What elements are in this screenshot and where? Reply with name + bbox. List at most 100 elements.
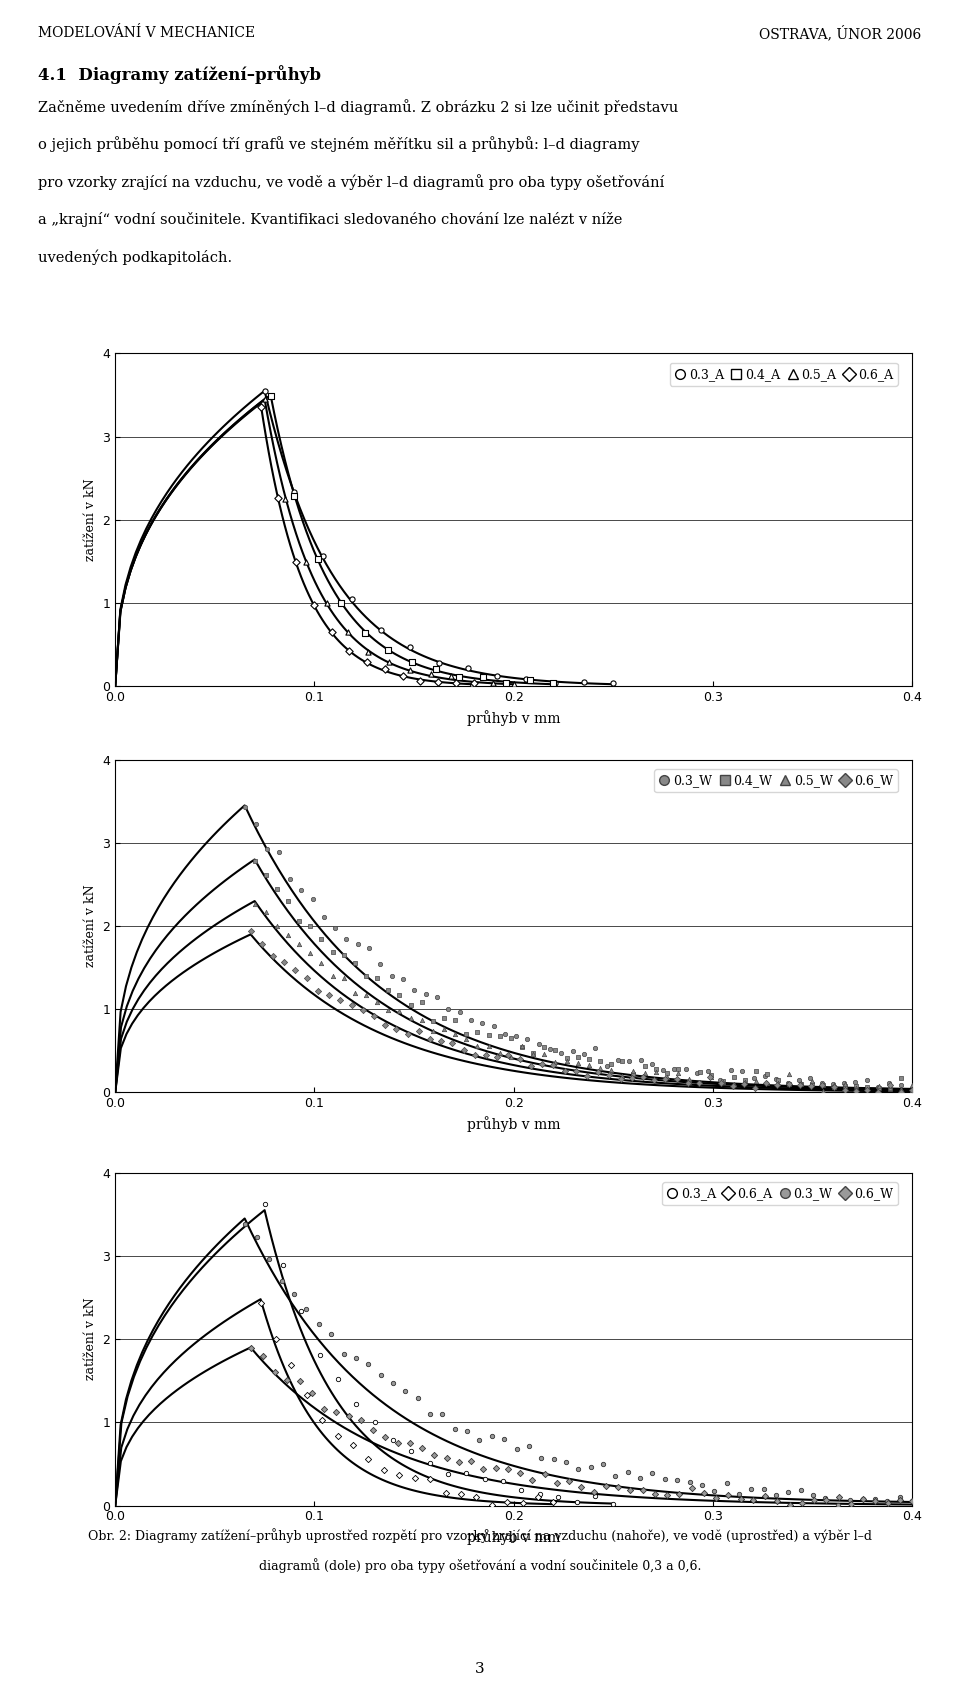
Point [708,1483,724,1511]
Point [299,1296,314,1323]
Point [684,1475,699,1502]
Point [548,1036,564,1063]
Point [636,1063,651,1091]
Point [726,1070,741,1098]
Point [871,1074,886,1101]
Point [495,1466,511,1494]
Point [344,992,359,1019]
Point [636,1058,652,1086]
Point [758,1069,774,1096]
Point [703,1063,718,1091]
Point [692,1069,708,1096]
Text: 3: 3 [475,1663,485,1676]
Point [361,1350,376,1378]
Point [247,889,262,917]
Point [485,669,500,696]
Point [384,963,399,990]
Point [460,1417,475,1444]
Point [249,811,264,838]
Point [545,669,561,696]
Point [361,638,376,666]
Point [468,1483,484,1511]
Point [715,1069,731,1096]
Point [781,1492,797,1519]
Point [381,649,396,676]
Point [451,1449,467,1477]
Point [791,1067,806,1094]
Point [336,941,351,968]
Point [545,1489,561,1516]
Point [385,1369,400,1396]
Point [781,1070,797,1098]
Point [294,877,309,905]
Point [276,949,292,976]
Point [490,1043,505,1070]
Point [381,976,396,1004]
Point [523,1053,539,1081]
Point [530,1483,545,1511]
Point [481,1022,496,1050]
Point [682,1069,697,1096]
Point [460,655,475,683]
Point [269,1325,284,1352]
Point [348,949,363,976]
Point [611,1046,626,1074]
Point [804,1070,820,1098]
Point [468,1041,483,1069]
Point [658,1466,673,1494]
Point [292,908,307,935]
Point [474,1009,490,1036]
Point [402,1429,418,1456]
Point [515,1033,530,1060]
Point [268,1359,283,1386]
Point [324,963,340,990]
Point [882,1070,898,1098]
Point [237,1210,252,1238]
Point [305,886,321,913]
Point [599,1053,614,1081]
Point [745,1485,760,1512]
Point [509,1436,524,1463]
Point [855,1485,871,1512]
Point [453,1480,468,1507]
Point [849,1074,864,1101]
Point [815,1077,830,1104]
Point [467,669,481,696]
Point [595,1451,611,1478]
Point [422,1400,438,1427]
Point [614,1063,630,1091]
Point [372,1360,388,1388]
Point [389,1016,404,1043]
Point [465,671,480,698]
Point [286,478,301,505]
Point [827,1072,842,1099]
Point [576,1041,591,1069]
Point [459,1021,474,1048]
Point [721,1482,736,1509]
Point [456,1036,471,1063]
Point [871,1079,886,1106]
Point [288,548,303,575]
Point [247,847,262,874]
Point [756,1475,772,1502]
Point [276,1251,291,1279]
Point [794,1489,809,1516]
Point [768,1482,783,1509]
Point [279,1366,295,1393]
Point [315,543,330,570]
Point [435,1400,450,1427]
Point [830,1483,846,1511]
Point [397,1378,413,1405]
Point [554,1040,569,1067]
Point [904,1077,920,1104]
Point [626,1060,641,1087]
Point [414,988,429,1016]
Point [328,1398,344,1425]
Point [422,1024,438,1052]
Point [689,1060,705,1087]
Point [358,982,373,1009]
Point [459,1026,474,1053]
Point [396,964,411,992]
Point [583,1453,598,1480]
Point [606,1490,621,1518]
